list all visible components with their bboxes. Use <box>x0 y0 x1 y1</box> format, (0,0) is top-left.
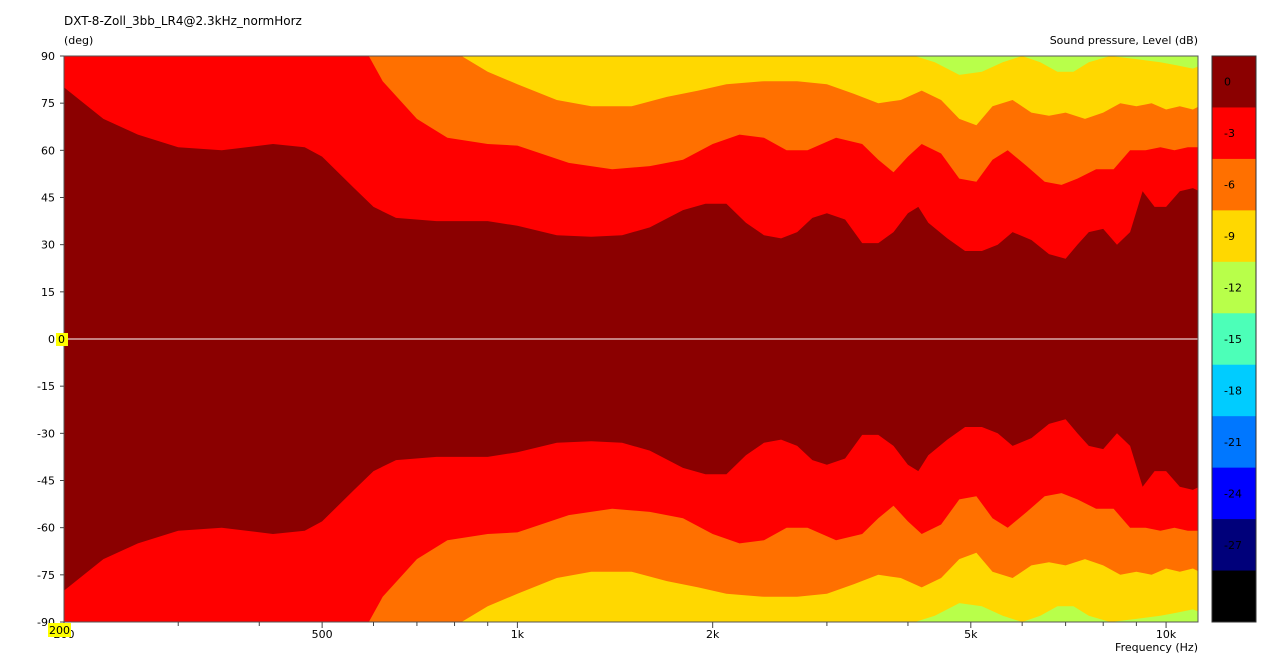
x-tick-label: 1k <box>511 628 525 641</box>
cursor-x-box <box>48 623 71 637</box>
x-tick-label: 10k <box>1156 628 1177 641</box>
colorbar-label: -9 <box>1224 230 1235 243</box>
colorbar-swatch <box>1212 261 1256 314</box>
plot-area <box>63 55 1199 623</box>
colorbar-label: -18 <box>1224 384 1242 397</box>
chart-title: DXT-8-Zoll_3bb_LR4@2.3kHz_normHorz <box>64 14 302 28</box>
y-tick-label: -45 <box>37 475 55 488</box>
x-axis-label: Frequency (Hz) <box>1115 641 1198 654</box>
colorbar-swatch <box>1212 364 1256 417</box>
y-tick-label: -15 <box>37 380 55 393</box>
colorbar-swatch <box>1212 570 1256 623</box>
y-tick-label: 75 <box>41 97 55 110</box>
colorbar-label: -15 <box>1224 333 1242 346</box>
colorbar-swatch <box>1212 416 1256 469</box>
y-tick-label: 60 <box>41 144 55 157</box>
x-tick-label: 2k <box>706 628 720 641</box>
colorbar-label: Sound pressure, Level (dB) <box>1050 34 1198 47</box>
level-9-lower-region <box>64 552 1198 622</box>
colorbar-label: -21 <box>1224 436 1242 449</box>
colorbar-swatch <box>1212 313 1256 366</box>
x-tick-labels: 2005001k2k5k10k <box>54 622 1177 641</box>
y-tick-label: 15 <box>41 286 55 299</box>
y-tick-label: 0 <box>48 333 55 346</box>
colorbar-label: -27 <box>1224 539 1242 552</box>
y-tick-label: -75 <box>37 569 55 582</box>
level-9-upper-region <box>64 56 1198 126</box>
colorbar-label: -30 <box>1224 590 1242 603</box>
cursor-readout: 0 200 <box>48 333 71 637</box>
colorbar-swatch <box>1212 107 1256 160</box>
colorbar-label: -24 <box>1224 487 1242 500</box>
colorbar-label: -12 <box>1224 282 1242 295</box>
colorbar-swatch <box>1212 56 1256 108</box>
x-tick-label: 5k <box>964 628 978 641</box>
level-12-lower-region <box>64 603 1198 622</box>
colorbar-label: -6 <box>1224 179 1235 192</box>
colorbar-swatch <box>1212 467 1256 520</box>
x-tick-label: 500 <box>312 628 333 641</box>
colorbar-frame <box>1211 55 1257 623</box>
cursor-x-label: 200 <box>49 624 70 637</box>
y-tick-label: 45 <box>41 192 55 205</box>
level-12-upper-region <box>64 56 1198 75</box>
y-tick-label: 30 <box>41 239 55 252</box>
colorbar-swatch <box>1212 519 1256 572</box>
colorbar-label: -3 <box>1224 127 1235 140</box>
y-tick-label: -30 <box>37 427 55 440</box>
y-tick-label: -60 <box>37 522 55 535</box>
colorbar-swatch <box>1212 210 1256 263</box>
colorbar-label: 0 <box>1224 76 1231 89</box>
y-tick-label: 90 <box>41 50 55 63</box>
y-axis-label: (deg) <box>64 34 93 47</box>
cursor-y-box <box>56 333 68 346</box>
color-scale-legend: 0 -3 -6 -9 -12 -15 -18 -21 -24 -27 -30 <box>1211 55 1257 623</box>
cursor-y-label: 0 <box>58 333 65 346</box>
colorbar-swatch <box>1212 158 1256 211</box>
